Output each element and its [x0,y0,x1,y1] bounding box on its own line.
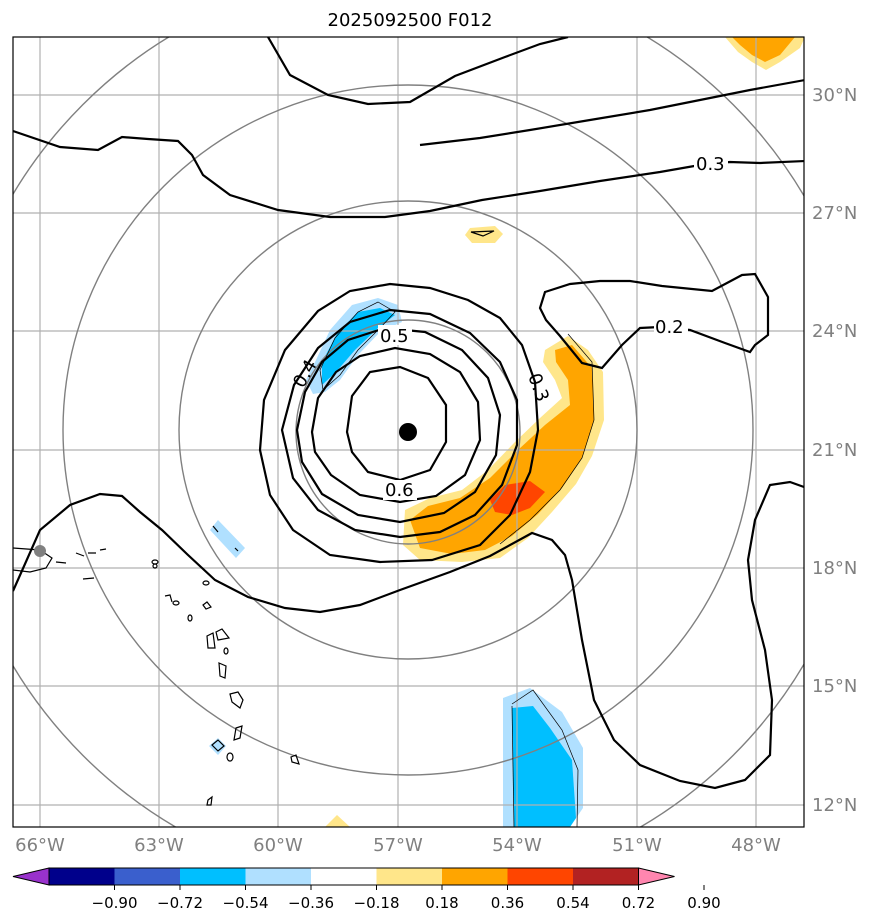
map-frame [12,36,805,828]
lon-label: 63°W [134,835,184,856]
lon-label: 60°W [253,835,303,856]
shade-negative [210,520,245,558]
contour-label: 0.3 [523,371,553,405]
colorbar-segment [180,868,246,885]
contour-line [13,129,804,219]
contour-line [310,346,482,504]
colorbar-tick-label: −0.72 [157,894,203,912]
lat-label: 21°N [812,440,857,461]
lat-label: 18°N [812,558,857,579]
lon-label: 54°W [492,835,542,856]
colorbar-tick-label: −0.36 [288,894,334,912]
colorbar-tick-label: −0.54 [223,894,269,912]
range-rings [13,37,804,827]
lon-label: 48°W [731,835,781,856]
map-plot-area: 0.3 0.2 0.5 0.4 0.3 0.6 [13,37,804,827]
lon-label: 51°W [612,835,662,856]
lat-label: 12°N [812,795,857,816]
lat-label: 15°N [812,676,857,697]
colorbar-tick-label: 0.18 [425,894,458,912]
contour-line [295,326,502,524]
shade-negative [512,706,576,827]
colorbar-tick-label: 0.36 [491,894,524,912]
location-marker [34,545,46,557]
lon-label: 66°W [15,835,65,856]
colorbar-segment [311,868,377,885]
contour-line [419,79,804,147]
contour-line [280,308,519,539]
colorbar-tick-label: −0.90 [92,894,138,912]
colorbar-segment [442,868,508,885]
contour-label: 0.2 [655,317,684,338]
colorbar: −0.90 −0.72 −0.54 −0.36 −0.18 0.18 0.36 0.54 0.7… [12,867,721,912]
contour-line [258,282,540,564]
colorbar-segment [245,868,312,885]
contour-label: 0.6 [385,480,414,501]
lat-label: 27°N [812,203,857,224]
colorbar-segment [376,868,443,885]
colorbar-outline [48,867,639,886]
colorbar-segment [573,868,639,885]
contours [13,37,804,790]
shade-positive [732,37,795,62]
contour-line [13,480,804,790]
lon-label: 57°W [373,835,423,856]
colorbar-segment [114,868,181,885]
contour-label: 0.5 [380,326,409,347]
map-title: 2025092500 F012 [327,10,493,31]
contour-line [345,365,448,482]
colorbar-tick-label: 0.54 [556,894,589,912]
lon-labels: 66°W 63°W 60°W 57°W 54°W 51°W 48°W [15,835,781,856]
lat-label: 24°N [812,321,857,342]
colorbar-segment [507,868,574,885]
colorbar-extend-max [638,867,675,886]
colorbar-tick-label: 0.72 [622,894,655,912]
colorbar-tick-label: −0.18 [354,894,400,912]
shade-negative [209,738,226,755]
lat-label: 30°N [812,85,857,106]
colorbar-tick-label: 0.90 [687,894,720,912]
lat-labels: 30°N 27°N 24°N 21°N 18°N 15°N 12°N [812,85,857,816]
shade-positive [465,226,503,243]
colorbar-segment [49,868,115,885]
shade-negative [322,308,395,385]
storm-center-dot [399,423,417,441]
shade-positive [325,815,350,827]
colorbar-extend-min [12,867,50,886]
contour-line [267,37,569,106]
contour-line [538,272,770,370]
contour-label: 0.3 [696,154,725,175]
